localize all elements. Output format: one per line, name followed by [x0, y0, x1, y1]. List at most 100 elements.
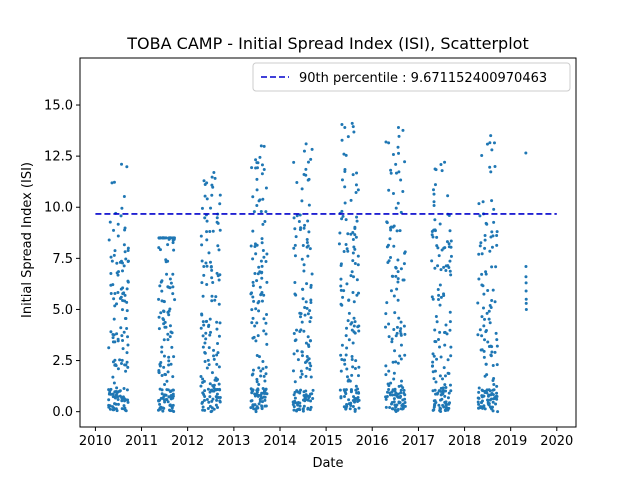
data-point: [351, 237, 355, 241]
data-point: [340, 138, 344, 142]
data-point: [487, 309, 491, 313]
data-point: [357, 324, 361, 328]
data-point: [170, 409, 174, 413]
data-point: [212, 170, 216, 174]
x-tick-label: 2012: [171, 434, 204, 449]
data-point: [495, 338, 499, 342]
data-point: [310, 147, 314, 151]
data-point: [304, 142, 308, 146]
data-point: [338, 231, 342, 235]
data-point: [524, 151, 528, 155]
data-point: [203, 341, 207, 345]
data-point: [206, 358, 210, 362]
data-point: [490, 230, 494, 234]
data-point: [489, 170, 493, 174]
data-point: [449, 273, 453, 277]
data-point: [350, 328, 354, 332]
data-point: [351, 259, 355, 263]
data-point: [299, 328, 303, 332]
data-point: [217, 278, 221, 282]
data-point: [399, 332, 403, 336]
data-point: [294, 235, 298, 239]
data-point: [347, 338, 351, 342]
data-point: [480, 283, 484, 287]
data-point: [396, 298, 400, 302]
data-point: [433, 218, 437, 222]
data-point: [390, 337, 394, 341]
data-point: [301, 297, 305, 301]
data-point: [353, 233, 357, 237]
data-point: [302, 172, 306, 176]
data-point: [493, 350, 497, 354]
data-point: [384, 405, 388, 409]
data-point: [167, 313, 171, 317]
data-point: [298, 213, 302, 217]
data-point: [476, 400, 480, 404]
data-point: [206, 387, 210, 391]
data-point: [391, 360, 395, 364]
data-point: [477, 277, 481, 281]
data-point: [492, 207, 496, 211]
data-point: [210, 399, 214, 403]
data-point: [118, 358, 122, 362]
data-point: [122, 330, 126, 334]
data-point: [489, 306, 493, 310]
data-point: [340, 303, 344, 307]
data-point: [401, 128, 405, 132]
data-point: [251, 195, 255, 199]
data-point: [251, 403, 255, 407]
data-point: [398, 401, 402, 405]
data-point: [126, 343, 130, 347]
data-point: [389, 381, 393, 385]
data-point: [395, 331, 399, 335]
data-point: [356, 374, 360, 378]
data-point: [122, 264, 126, 268]
data-point: [210, 268, 214, 272]
data-point: [119, 326, 123, 330]
data-point: [343, 389, 347, 393]
data-point: [344, 353, 348, 357]
data-point: [311, 396, 315, 400]
data-point: [306, 219, 310, 223]
data-point: [304, 341, 308, 345]
data-point: [306, 244, 310, 248]
data-point: [398, 354, 402, 358]
data-point: [396, 361, 400, 365]
data-point: [110, 181, 114, 185]
data-point: [293, 339, 297, 343]
data-point: [214, 295, 218, 299]
data-point: [357, 329, 361, 333]
data-point: [482, 405, 486, 409]
data-point: [402, 391, 406, 395]
data-point: [126, 248, 130, 252]
data-point: [125, 165, 129, 169]
data-point: [357, 291, 361, 295]
data-point: [449, 345, 453, 349]
data-point: [387, 259, 391, 263]
data-point: [488, 141, 492, 145]
data-point: [211, 384, 215, 388]
data-point: [114, 389, 118, 393]
data-point: [340, 343, 344, 347]
data-point: [480, 334, 484, 338]
data-point: [352, 245, 356, 249]
data-point: [257, 382, 261, 386]
data-point: [437, 293, 441, 297]
data-point: [345, 247, 349, 251]
data-point: [199, 384, 203, 388]
x-tick-label: 2016: [356, 434, 389, 449]
data-point: [488, 165, 492, 169]
data-point: [309, 364, 313, 368]
data-point: [164, 258, 168, 262]
data-point: [217, 334, 221, 338]
data-point: [120, 261, 124, 265]
data-point: [215, 320, 219, 324]
data-point: [449, 389, 453, 393]
data-point: [171, 285, 175, 289]
data-point: [396, 258, 400, 262]
data-point: [264, 372, 268, 376]
data-point: [306, 160, 310, 164]
data-point: [403, 250, 407, 254]
data-point: [122, 404, 126, 408]
data-point: [300, 372, 304, 376]
